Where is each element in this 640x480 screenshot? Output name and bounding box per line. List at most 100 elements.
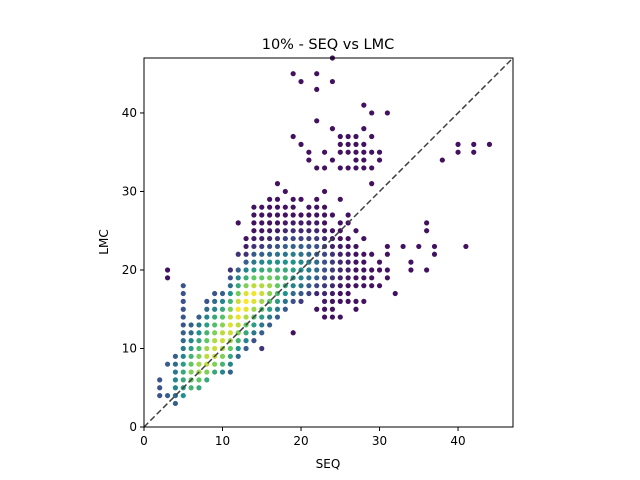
data-point: [188, 345, 194, 352]
data-point: [196, 377, 202, 383]
data-point: [290, 330, 296, 336]
data-point: [290, 204, 296, 210]
data-point: [227, 275, 233, 281]
data-point: [212, 345, 218, 352]
data-point: [235, 345, 241, 352]
data-point: [267, 243, 273, 250]
data-point: [353, 275, 359, 281]
data-point: [329, 283, 336, 289]
data-point: [227, 306, 233, 312]
data-point: [298, 298, 304, 304]
data-point: [329, 306, 336, 312]
data-point: [353, 165, 359, 171]
data-point: [282, 228, 288, 234]
data-point: [314, 283, 320, 289]
data-point: [321, 165, 328, 171]
data-point: [361, 102, 367, 108]
data-point: [314, 86, 320, 93]
data-point: [243, 298, 249, 304]
data-point: [376, 157, 383, 163]
x-tick-label: 10: [215, 434, 230, 448]
data-point: [345, 275, 351, 281]
data-point: [259, 283, 265, 289]
data-point: [337, 314, 343, 320]
data-point: [329, 275, 336, 281]
data-point: [282, 259, 288, 265]
data-point: [274, 275, 281, 281]
data-point: [227, 345, 233, 352]
data-point: [282, 235, 288, 242]
data-point: [329, 314, 336, 320]
data-point: [251, 298, 257, 304]
data-point: [259, 275, 265, 281]
data-point: [455, 149, 461, 155]
data-point: [251, 290, 257, 297]
data-point: [306, 157, 312, 163]
data-point: [298, 196, 304, 202]
data-point: [298, 212, 304, 218]
data-point: [314, 196, 320, 202]
data-point: [314, 275, 320, 281]
data-point: [282, 306, 288, 312]
data-point: [267, 267, 273, 273]
data-point: [345, 141, 351, 147]
data-point: [329, 157, 336, 163]
data-point: [306, 251, 312, 257]
data-point: [321, 188, 328, 195]
data-point: [227, 290, 233, 297]
data-point: [164, 361, 171, 367]
data-point: [306, 204, 312, 210]
data-point: [361, 157, 367, 163]
data-point: [267, 251, 273, 257]
data-point: [274, 283, 281, 289]
data-point: [235, 314, 241, 320]
data-point: [282, 290, 288, 297]
data-point: [337, 196, 343, 202]
data-point: [353, 133, 359, 140]
data-point: [345, 290, 351, 297]
data-point: [274, 212, 281, 218]
data-point: [353, 306, 359, 312]
data-point: [188, 338, 194, 344]
data-point: [204, 338, 210, 344]
data-point: [259, 322, 265, 328]
data-point: [212, 361, 218, 367]
data-point: [259, 290, 265, 297]
data-point: [204, 369, 210, 375]
data-point: [219, 369, 226, 375]
data-point: [180, 345, 186, 352]
data-point: [337, 133, 343, 140]
data-point: [298, 235, 304, 242]
data-point: [369, 133, 375, 140]
data-point: [471, 149, 477, 155]
data-point: [337, 275, 343, 281]
data-point: [290, 71, 296, 77]
data-point: [251, 267, 257, 273]
plot-area-frame: [143, 57, 514, 428]
data-point: [267, 204, 273, 210]
data-point: [282, 267, 288, 273]
data-point: [251, 330, 257, 336]
data-point: [353, 157, 359, 163]
data-point: [243, 314, 249, 320]
data-point: [219, 361, 226, 367]
data-point: [259, 228, 265, 234]
data-point: [196, 314, 202, 320]
data-point: [251, 228, 257, 234]
data-point: [219, 314, 226, 320]
data-point: [321, 259, 328, 265]
data-point: [235, 338, 241, 344]
data-point: [384, 267, 390, 273]
data-point: [345, 283, 351, 289]
data-point: [243, 259, 249, 265]
data-point: [337, 235, 343, 242]
data-point: [353, 251, 359, 257]
data-point: [274, 196, 281, 202]
data-point: [188, 322, 194, 328]
data-point: [274, 259, 281, 265]
data-point: [282, 298, 288, 304]
data-point: [227, 330, 233, 336]
data-point: [321, 149, 328, 155]
data-point: [219, 298, 226, 304]
